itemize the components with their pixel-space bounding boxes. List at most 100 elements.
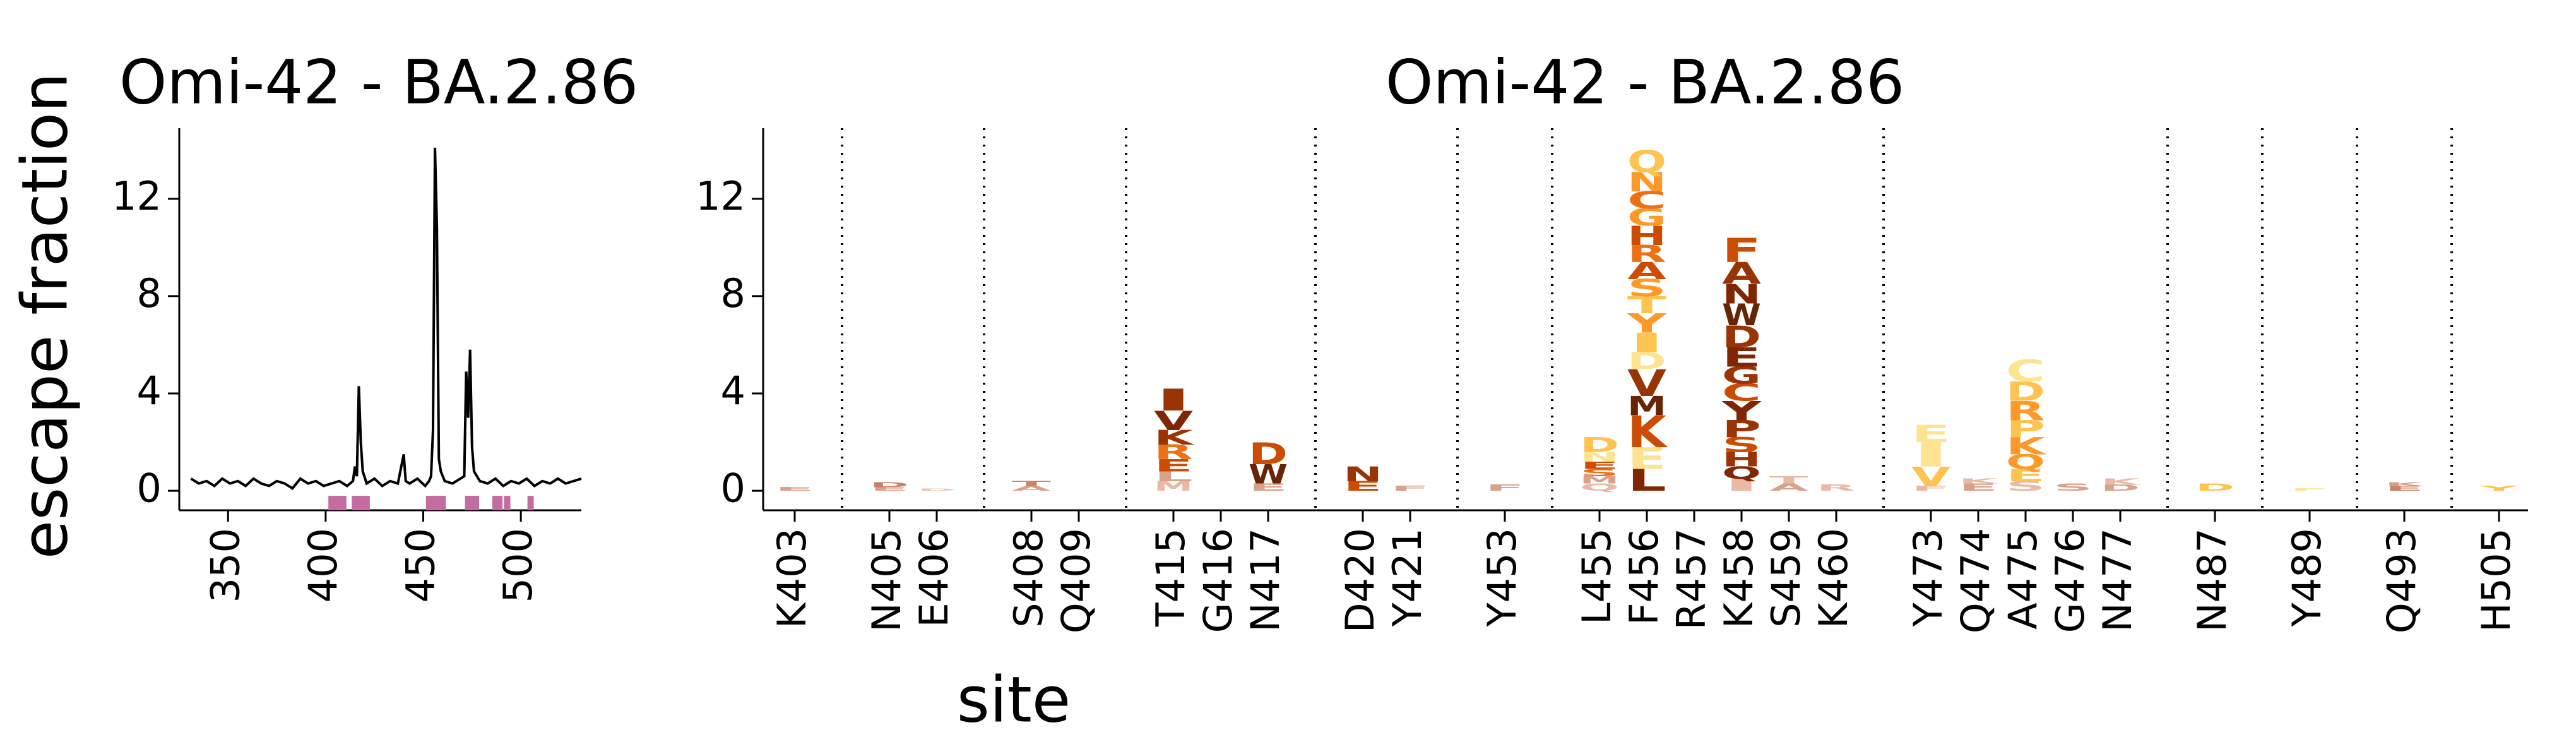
x-tick-label: K403	[769, 528, 815, 628]
x-tick-label: Q409	[1053, 528, 1099, 633]
logo-letter: D	[870, 481, 910, 489]
logo-letter: E	[1959, 481, 1998, 493]
logo-letter: H	[1722, 449, 1761, 472]
logo-letter: F	[1911, 485, 1950, 493]
logo-letter: F	[2290, 488, 2334, 492]
x-tick-label: D420	[1337, 528, 1383, 633]
logo-letter: S	[1580, 467, 1619, 479]
logo-letter: V	[1911, 461, 1951, 492]
logo-letter: K	[1959, 478, 2002, 486]
logo-letter: K	[2101, 478, 2143, 488]
logo-letter: P	[2006, 416, 2045, 443]
logo-letter: A	[1627, 258, 1667, 285]
logo-letter: D	[2195, 481, 2235, 493]
highlight-site	[355, 496, 362, 510]
highlight-site	[473, 496, 480, 510]
x-tick-label: L455	[1574, 528, 1620, 625]
logo-letter: T	[1012, 480, 1055, 488]
logo-letter: C	[2006, 354, 2045, 389]
y-tick-label: 8	[721, 270, 745, 316]
y-axis-label: escape fraction	[8, 73, 81, 560]
logo-letter: R	[1817, 484, 1856, 493]
logo-letter: D	[1722, 320, 1761, 355]
x-tick-label: S459	[1763, 528, 1809, 628]
logo-letter: F	[1391, 485, 1430, 493]
logo-letter: N	[1627, 167, 1666, 198]
logo-letter: H	[1627, 220, 1666, 251]
logo-letter: M	[1580, 474, 1619, 486]
logo-letter: K	[2006, 433, 2047, 460]
x-tick-label: 400	[300, 528, 346, 602]
y-tick-label: 0	[721, 465, 745, 511]
x-axis-label: site	[957, 662, 1071, 736]
logo-letter: Q	[1627, 145, 1666, 179]
x-tick-label: Y453	[1479, 528, 1525, 627]
logo-letter: S	[1722, 434, 1761, 457]
x-tick-label: A475	[2000, 528, 2046, 630]
logo-letter: Q	[2006, 451, 2045, 474]
logo-letter: E	[1580, 459, 1619, 471]
x-tick-label: K458	[1716, 528, 1762, 628]
chart-title: Omi-42 - BA.2.86	[119, 47, 638, 117]
logo-letter: F	[1722, 232, 1761, 270]
x-tick-label: Y489	[2284, 528, 2330, 627]
x-tick-label: G416	[1195, 528, 1241, 633]
logo-letter: G	[1627, 204, 1666, 231]
highlight-site	[328, 496, 335, 510]
logo-letter: Y	[2474, 485, 2520, 493]
logo-letter: E	[1154, 457, 1193, 476]
chart-title: Omi-42 - BA.2.86	[1386, 47, 1904, 117]
x-tick-label: N405	[864, 528, 910, 632]
logo-letter: M	[1154, 478, 1193, 494]
y-tick-label: 12	[696, 173, 745, 219]
x-tick-label: H505	[2473, 528, 2519, 632]
x-tick-label: E406	[911, 528, 957, 628]
highlight-site	[527, 496, 534, 510]
logo-letter: C	[1627, 187, 1666, 214]
x-tick-label: N477	[2094, 528, 2140, 632]
logo-letter: R	[2006, 395, 2045, 426]
highlight-site	[334, 496, 341, 510]
logo-letter: E	[2385, 485, 2424, 493]
y-tick-label: 8	[137, 270, 162, 316]
logo-letter: G	[1722, 363, 1761, 390]
x-tick-label: N487	[2189, 528, 2235, 632]
logo-letter: T	[1627, 292, 1666, 319]
logo-letter: E	[2006, 467, 2045, 486]
logo-letter: A	[1722, 257, 1761, 292]
logo-letter: V	[1154, 405, 1194, 436]
x-tick-label: K460	[1810, 528, 1856, 628]
logo-letter: K	[1154, 427, 1196, 450]
logo-letter: D	[2006, 376, 2045, 407]
highlight-site	[504, 496, 511, 510]
logo-letter: I	[1911, 436, 1950, 475]
logo-letter: D	[1249, 437, 1288, 472]
logo-letter: N	[1580, 449, 1619, 465]
logo-letter: D	[917, 488, 962, 491]
x-tick-label: T415	[1148, 528, 1194, 627]
logo-letter: E	[1722, 342, 1761, 373]
logo-letter: R	[1154, 441, 1193, 464]
logo-letter: C	[1722, 380, 1761, 407]
x-tick-label: Y421	[1384, 528, 1430, 627]
logo-letter: N	[1343, 464, 1382, 486]
y-tick-label: 4	[137, 368, 162, 414]
y-tick-label: 4	[721, 368, 745, 414]
x-tick-label: N417	[1242, 528, 1288, 632]
x-tick-label: F456	[1621, 528, 1667, 625]
logo-letter: D	[1627, 347, 1666, 374]
highlight-site	[340, 496, 347, 510]
y-tick-label: 0	[137, 465, 162, 511]
logo-letter: P	[1722, 416, 1761, 443]
x-tick-label: G476	[2047, 528, 2093, 633]
logo-letter: M	[1627, 391, 1666, 422]
logo-letter: E	[870, 486, 909, 492]
logo-letter: K	[1627, 407, 1668, 458]
logo-letter: E	[775, 486, 814, 492]
highlight-site	[363, 496, 370, 510]
logo-letter: L	[1627, 464, 1666, 498]
logo-letter: I	[1722, 476, 1761, 495]
logo-letter: K	[2385, 481, 2430, 487]
x-tick-label: Y473	[1905, 528, 1951, 627]
